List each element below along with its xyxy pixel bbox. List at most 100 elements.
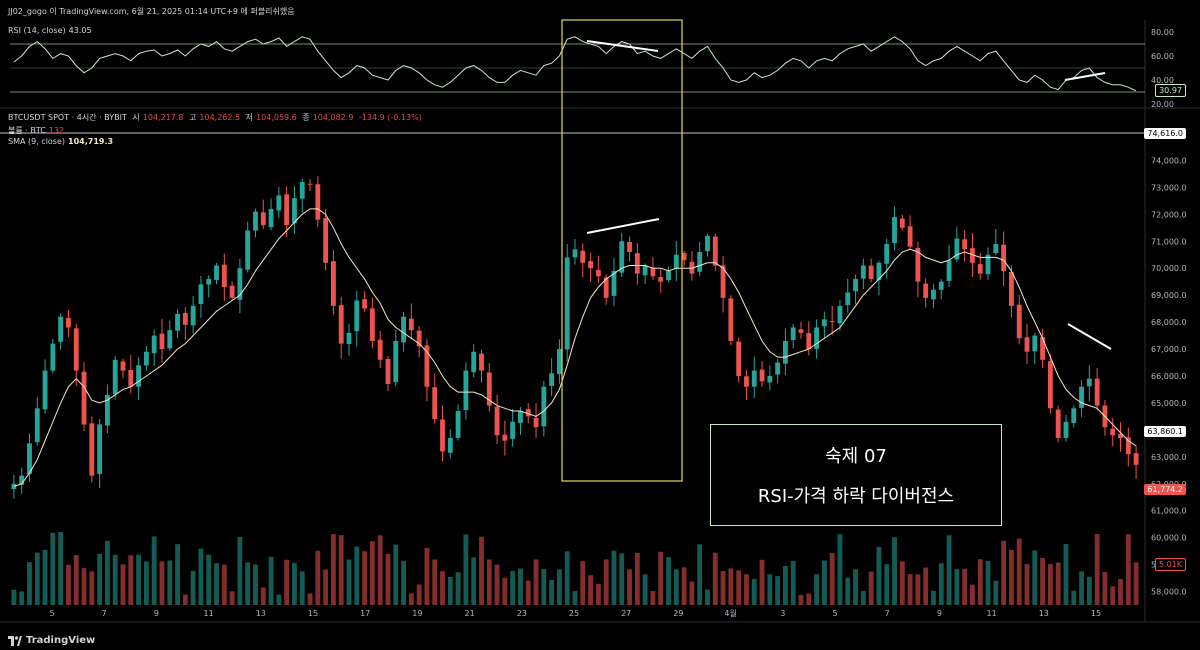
candle-body	[369, 308, 375, 341]
volume-bar	[556, 569, 562, 605]
rsi-label: RSI (14, close)	[8, 26, 66, 35]
candle-body	[393, 340, 399, 383]
candle-body	[673, 254, 679, 269]
volume-bar	[744, 574, 749, 605]
candle-body	[518, 411, 523, 423]
candle-body	[385, 358, 391, 385]
time-axis-label: 5	[832, 609, 837, 618]
candle-body	[284, 194, 290, 226]
symbol-legend[interactable]: BTCUSDT SPOT · 4시간 · BYBIT 시 104,217.8 고 1…	[8, 112, 425, 123]
volume-bar	[151, 536, 157, 605]
time-axis-label: 5	[49, 609, 54, 618]
volume-bar	[377, 535, 383, 605]
candle-body	[798, 329, 804, 333]
candle-body	[245, 230, 251, 270]
tradingview-logo[interactable]: TradingView	[8, 635, 95, 646]
volume-bar	[494, 564, 500, 605]
time-axis-label: 4월	[724, 608, 736, 618]
candle-body	[307, 183, 313, 185]
time-axis-label: 19	[412, 609, 422, 618]
time-axis-label: 17	[360, 609, 370, 618]
rsi-legend[interactable]: RSI (14, close) 43.05	[8, 26, 95, 35]
high-label: 고	[189, 113, 197, 122]
candle-body	[58, 316, 64, 342]
rsi-axis-label: 20.00	[1151, 100, 1174, 109]
candle-body	[658, 277, 664, 282]
candle-body	[401, 316, 406, 343]
volume-bar	[112, 554, 118, 605]
volume-bar	[369, 541, 375, 605]
candle-body	[323, 218, 329, 263]
volume-bar	[923, 567, 929, 605]
candle-body	[486, 372, 492, 406]
candle-body	[362, 299, 368, 309]
volume-bar	[502, 577, 508, 605]
volume-bar	[993, 580, 999, 605]
candle-body	[775, 362, 781, 375]
candle-body	[666, 270, 671, 281]
volume-bar	[642, 574, 648, 605]
candle-body	[525, 409, 531, 417]
candle-body	[206, 278, 212, 285]
open-value: 104,217.8	[142, 113, 184, 122]
time-axis-label: 11	[204, 609, 214, 618]
time-axis-label: 15	[1091, 609, 1101, 618]
volume-label: 볼륨 · BTC	[8, 126, 46, 135]
candle-body	[190, 305, 196, 326]
candle-body	[868, 265, 874, 279]
volume-bar	[518, 568, 523, 605]
volume-bar	[837, 534, 843, 605]
rsi-axis-label: 60.00	[1151, 52, 1174, 61]
price-axis-label: 70,000.0	[1151, 264, 1187, 273]
annotation-box[interactable]: 숙제 07 RSI-가격 하락 다이버전스	[710, 424, 1002, 526]
volume-bar	[634, 552, 640, 605]
volume-bar	[1055, 562, 1061, 605]
candle-body	[782, 340, 788, 364]
volume-bar	[938, 563, 944, 605]
candle-body	[292, 198, 297, 224]
volume-bar	[798, 594, 804, 605]
volume-bar	[650, 591, 656, 605]
volume-bar	[1016, 538, 1022, 605]
volume-bar	[510, 571, 516, 605]
volume-bar	[479, 536, 484, 605]
candle-body	[876, 262, 882, 281]
volume-legend[interactable]: 볼륨 · BTC 132	[8, 125, 67, 136]
candle-body	[479, 353, 484, 371]
candle-body	[494, 406, 500, 436]
candle-body	[432, 387, 438, 420]
candle-body	[1008, 272, 1014, 306]
close-value: 104,082.9	[312, 113, 354, 122]
candle-body	[167, 330, 173, 349]
symbol-name: BTCUSDT SPOT · 4시간 · BYBIT	[8, 113, 127, 122]
candle-body	[66, 317, 71, 328]
candle-body	[884, 243, 890, 264]
volume-bar	[767, 574, 773, 605]
volume-bar	[915, 574, 921, 605]
time-axis-label: 13	[256, 609, 266, 618]
candle-body	[377, 339, 383, 360]
volume-bar	[931, 590, 936, 605]
volume-bar	[759, 559, 765, 605]
candle-body	[720, 265, 726, 298]
volume-bar	[463, 534, 469, 605]
price-axis-label: 73,000.0	[1151, 183, 1187, 192]
divergence-highlight-box	[561, 19, 683, 482]
volume-bar	[292, 562, 297, 605]
open-label: 시	[132, 113, 140, 122]
candle-body	[253, 211, 258, 231]
volume-bar	[1024, 564, 1030, 605]
candle-body	[1079, 386, 1084, 408]
candle-body	[104, 394, 110, 426]
candle-body	[790, 327, 796, 341]
sma-legend[interactable]: SMA (9, close) 104,719.3	[8, 137, 116, 146]
candle-body	[136, 365, 142, 387]
volume-bar	[603, 559, 609, 605]
volume-bar	[829, 553, 835, 605]
volume-bar	[11, 589, 17, 605]
candle-body	[346, 332, 352, 344]
candle-body	[767, 375, 773, 383]
volume-bar	[471, 557, 477, 605]
volume-bar	[697, 544, 703, 605]
